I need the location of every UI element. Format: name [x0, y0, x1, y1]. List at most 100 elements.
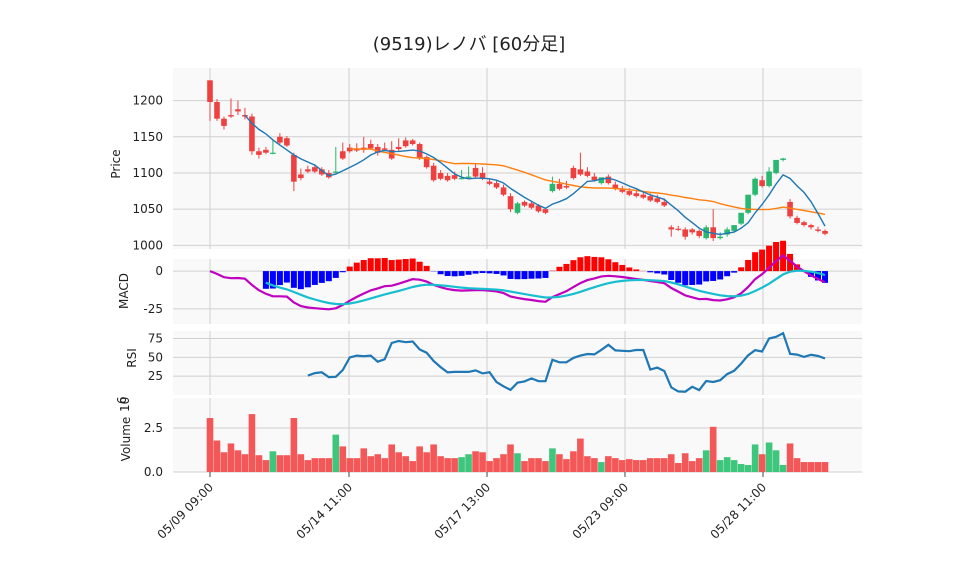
volume-bar — [570, 451, 577, 472]
volume-bar — [486, 461, 493, 472]
volume-bar — [591, 458, 598, 472]
macd-histogram-bar — [696, 271, 702, 284]
candle-body — [668, 227, 674, 229]
macd-axis-label: MACD — [117, 273, 131, 309]
volume-bar — [207, 418, 214, 472]
candle-body — [766, 172, 772, 186]
candle-body — [291, 155, 297, 182]
volume-bar — [640, 460, 647, 472]
macd-histogram-bar — [347, 267, 353, 272]
candle-body — [270, 153, 276, 154]
macd-histogram-bar — [731, 271, 737, 273]
volume-bar — [298, 454, 305, 472]
x-tick-label: 05/28 11:00 — [708, 480, 770, 542]
macd-histogram-bar — [724, 271, 730, 276]
macd-histogram-bar — [445, 271, 451, 276]
volume-bar — [745, 465, 752, 472]
candle-body — [396, 147, 402, 149]
macd-histogram-bar — [515, 271, 521, 279]
candle-body — [284, 138, 290, 145]
volume-bar — [493, 458, 500, 472]
candle-body — [780, 159, 786, 160]
candle-body — [431, 166, 437, 180]
candle-body — [578, 169, 584, 174]
candle-body — [738, 213, 744, 224]
volume-bar — [346, 458, 353, 472]
volume-bar — [654, 458, 661, 472]
volume-bar — [542, 461, 549, 472]
macd-histogram-bar — [452, 271, 458, 276]
candle-body — [501, 187, 507, 194]
candle-body — [207, 80, 213, 102]
volume-bar — [612, 458, 619, 472]
macd-histogram-bar — [473, 271, 479, 274]
rsi-axis-label: RSI — [125, 348, 139, 368]
candle-body — [298, 174, 304, 178]
price-tick-label: 1000 — [132, 238, 163, 252]
volume-bar — [277, 455, 284, 472]
volume-bar — [353, 458, 360, 472]
volume-bar — [451, 458, 458, 472]
volume-bar — [549, 448, 556, 472]
candle-body — [403, 140, 409, 146]
volume-bar — [514, 453, 521, 472]
candle-body — [410, 140, 416, 144]
volume-bar — [801, 462, 808, 472]
volume-bar — [291, 418, 298, 472]
volume-bar — [402, 456, 409, 472]
volume-bar — [535, 458, 542, 472]
price-panel — [173, 68, 862, 249]
volume-bar — [759, 454, 766, 472]
candle-body — [508, 196, 514, 209]
volume-bar — [556, 454, 563, 472]
candle-body — [214, 102, 220, 119]
macd-histogram-bar — [570, 260, 576, 271]
macd-histogram-bar — [459, 271, 465, 276]
candle-body — [571, 168, 577, 178]
candle-body — [256, 151, 262, 155]
macd-histogram-bar — [668, 271, 674, 280]
macd-histogram-bar — [612, 262, 618, 271]
volume-tick-label: 0.0 — [144, 465, 163, 479]
candle-body — [466, 177, 472, 178]
candle-body — [515, 203, 521, 212]
volume-bar — [339, 446, 346, 472]
candle-body — [529, 203, 535, 207]
candle-body — [340, 151, 346, 158]
volume-bar — [479, 452, 486, 472]
volume-bar — [360, 448, 367, 472]
macd-histogram-bar — [298, 271, 304, 289]
volume-bar — [605, 456, 612, 472]
candle-body — [640, 195, 646, 198]
macd-histogram-bar — [773, 242, 779, 271]
candle-body — [759, 180, 765, 186]
macd-histogram-bar — [633, 269, 639, 271]
volume-axis-label: Volume — [119, 417, 133, 462]
macd-histogram-bar — [556, 267, 562, 271]
volume-bar — [507, 444, 514, 472]
macd-histogram-bar — [438, 271, 444, 274]
macd-histogram-bar — [605, 259, 611, 271]
candle-body — [305, 169, 311, 171]
candle-body — [452, 175, 458, 179]
volume-bar — [374, 454, 381, 472]
macd-histogram-bar — [759, 250, 765, 272]
macd-histogram-bar — [508, 271, 514, 279]
macd-histogram-bar — [305, 271, 311, 287]
macd-histogram-bar — [403, 259, 409, 271]
volume-bar — [326, 458, 333, 472]
candle-body — [682, 229, 688, 236]
price-tick-label: 1200 — [132, 94, 163, 108]
macd-histogram-bar — [598, 257, 604, 271]
x-tick-label: 05/23 09:00 — [570, 480, 632, 542]
macd-histogram-bar — [591, 257, 597, 271]
macd-histogram-bar — [528, 271, 534, 279]
candle-body — [717, 237, 723, 238]
macd-histogram-bar — [410, 259, 416, 272]
macd-histogram-bar — [263, 271, 269, 289]
volume-bar — [766, 442, 773, 472]
macd-histogram-bar — [382, 258, 388, 271]
volume-tick-label: 2.5 — [144, 421, 163, 435]
candle-body — [487, 182, 493, 184]
